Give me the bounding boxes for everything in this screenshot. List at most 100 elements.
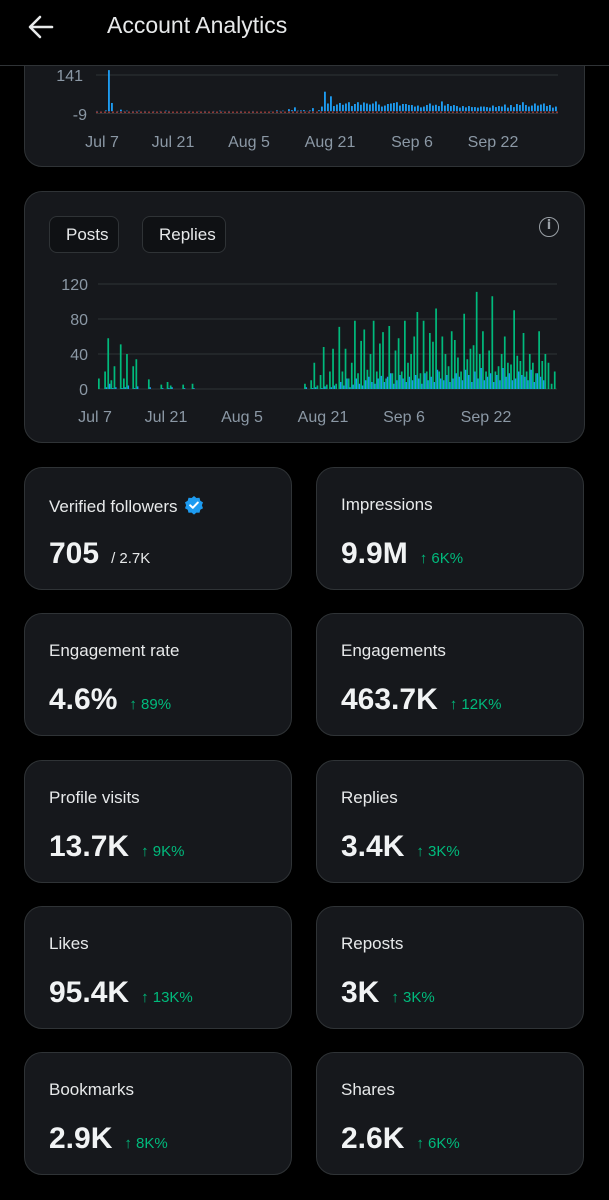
bar-posts xyxy=(421,383,423,389)
bar-replies xyxy=(503,336,506,389)
metric-value: 2.9K xyxy=(49,1122,113,1155)
metric-card-bookmarks[interactable]: Bookmarks 2.9K ↑ 8K% xyxy=(24,1052,292,1175)
bar-replies xyxy=(107,338,110,389)
metric-card-engagement-rate[interactable]: Engagement rate 4.6% ↑ 89% xyxy=(24,613,292,736)
bar xyxy=(327,103,329,112)
bar-replies xyxy=(507,362,509,389)
bar xyxy=(447,104,449,112)
bar-replies xyxy=(516,355,519,389)
bar-posts xyxy=(374,383,376,389)
bar-posts xyxy=(115,387,117,389)
bar-replies xyxy=(382,332,384,389)
bar-posts xyxy=(436,369,439,389)
bar-posts xyxy=(330,387,333,389)
bar-replies xyxy=(460,371,462,389)
bar xyxy=(324,91,326,112)
bar-posts xyxy=(511,380,514,389)
metric-value: 95.4K xyxy=(49,976,130,1009)
back-button[interactable] xyxy=(22,10,62,44)
legend-chip-replies[interactable]: Replies xyxy=(142,216,226,253)
bar-posts xyxy=(477,378,479,389)
metric-card-shares[interactable]: Shares 2.6K ↑ 6K% xyxy=(316,1052,584,1175)
bar-posts xyxy=(352,384,354,389)
bar-replies xyxy=(513,310,516,389)
verified-badge-icon xyxy=(184,496,203,515)
y-tick-label: 120 xyxy=(61,277,88,294)
bar-posts xyxy=(452,378,454,389)
bar-posts xyxy=(364,380,367,389)
bar xyxy=(381,106,383,112)
bar-replies xyxy=(428,333,431,389)
info-icon[interactable]: i xyxy=(539,217,559,237)
bar-replies xyxy=(110,380,113,389)
metric-value-row: 3K ↑ 3K% xyxy=(341,976,435,1010)
bar-posts xyxy=(536,373,539,389)
bar-posts xyxy=(533,382,535,389)
legend-chip-posts[interactable]: Posts xyxy=(49,216,119,253)
bar-posts xyxy=(496,375,498,389)
bar-posts xyxy=(480,368,482,389)
bar xyxy=(414,106,416,112)
bar xyxy=(555,106,557,112)
metric-value-row: 2.9K ↑ 8K% xyxy=(49,1122,168,1156)
metric-value-row: 3.4K ↑ 3K% xyxy=(341,830,460,864)
bar-replies xyxy=(453,340,456,389)
bar xyxy=(543,103,545,112)
metric-value: 3K xyxy=(341,976,380,1009)
bar-posts xyxy=(414,375,417,389)
bar xyxy=(342,104,344,112)
bar-replies xyxy=(407,362,409,389)
metric-card-likes[interactable]: Likes 95.4K ↑ 13K% xyxy=(24,906,292,1029)
bar-posts xyxy=(439,378,442,389)
bar xyxy=(417,105,419,112)
bar-posts xyxy=(183,388,186,389)
bar xyxy=(138,110,140,112)
bar xyxy=(360,104,362,112)
bar xyxy=(348,102,350,112)
metric-card-reposts[interactable]: Reposts 3K ↑ 3K% xyxy=(316,906,584,1029)
bar-replies xyxy=(132,366,135,389)
bar-posts xyxy=(355,378,358,389)
bar-replies xyxy=(404,320,406,389)
bar-replies xyxy=(519,361,522,389)
metric-card-profile-visits[interactable]: Profile visits 13.7K ↑ 9K% xyxy=(24,760,292,883)
metric-value-row: 463.7K ↑ 12K% xyxy=(341,683,501,717)
bar-posts xyxy=(530,369,532,389)
bar-posts xyxy=(396,380,398,389)
metric-label-text: Verified followers xyxy=(49,497,178,516)
bar-replies xyxy=(338,326,341,389)
bar-posts xyxy=(389,373,392,389)
bar-replies xyxy=(360,340,363,389)
bar-replies xyxy=(341,371,344,389)
bar-posts xyxy=(455,373,457,389)
bar xyxy=(390,103,392,112)
x-tick-label: Jul 7 xyxy=(78,409,112,426)
bar xyxy=(291,110,293,112)
bar-replies xyxy=(541,361,544,389)
bar-replies xyxy=(347,378,350,389)
metric-card-engagements[interactable]: Engagements 463.7K ↑ 12K% xyxy=(316,613,584,736)
bar-replies xyxy=(113,366,116,389)
bar-replies xyxy=(469,348,472,389)
metric-card-impressions[interactable]: Impressions 9.9M ↑ 6K% xyxy=(316,467,584,590)
metric-label: Profile visits xyxy=(49,788,140,807)
charts-canvas: 141 -9 Jul 7 Jul 21 Aug 5 Aug 21 Sep 6 Sep 22 12… xyxy=(56,68,558,426)
bar-posts xyxy=(368,376,370,389)
bar xyxy=(423,106,425,112)
top-bar: Account Analytics xyxy=(0,0,609,66)
bar xyxy=(459,107,461,112)
bar xyxy=(528,106,530,112)
bar-replies xyxy=(438,371,441,389)
bar xyxy=(339,102,341,112)
bar-posts xyxy=(321,388,323,389)
bar-replies xyxy=(388,326,391,389)
bar xyxy=(405,104,407,112)
bar xyxy=(333,106,335,112)
bar-posts xyxy=(168,388,170,389)
bar xyxy=(297,110,299,112)
bar xyxy=(288,109,290,112)
legend-label-posts: Posts xyxy=(66,224,109,244)
metric-card-verified-followers[interactable]: Verified followers 705 / 2.7K xyxy=(24,467,292,590)
bar xyxy=(294,107,296,112)
metric-card-replies[interactable]: Replies 3.4K ↑ 3K% xyxy=(316,760,584,883)
